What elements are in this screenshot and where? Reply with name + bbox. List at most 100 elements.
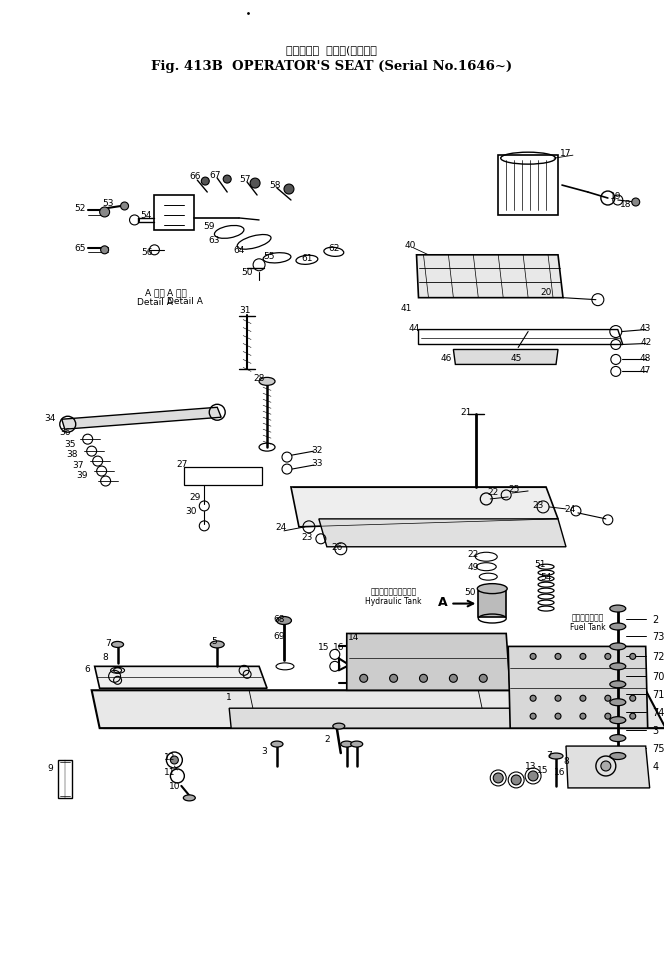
Text: 1: 1 [226, 692, 232, 701]
Ellipse shape [341, 741, 353, 747]
Text: Detail A: Detail A [137, 297, 172, 307]
Text: 39: 39 [76, 470, 87, 479]
Circle shape [101, 246, 109, 255]
Polygon shape [416, 256, 563, 298]
Text: 72: 72 [653, 652, 665, 662]
Text: 67: 67 [210, 171, 221, 179]
Polygon shape [508, 646, 648, 729]
Text: 23: 23 [301, 533, 312, 542]
Text: 58: 58 [269, 180, 281, 189]
Ellipse shape [610, 681, 626, 688]
Text: 61: 61 [301, 254, 312, 263]
Text: 24: 24 [275, 523, 286, 532]
Circle shape [601, 762, 611, 771]
Text: 73: 73 [653, 632, 665, 641]
Text: ハイドロリックタンク: ハイドロリックタンク [370, 586, 417, 596]
Text: 35: 35 [64, 439, 75, 449]
Polygon shape [229, 708, 588, 729]
Text: Hydraulic Tank: Hydraulic Tank [366, 597, 422, 606]
Text: 8: 8 [103, 652, 109, 661]
Text: 26: 26 [331, 543, 342, 551]
Ellipse shape [610, 699, 626, 706]
Text: 50: 50 [241, 268, 253, 277]
Polygon shape [319, 519, 566, 547]
Ellipse shape [351, 741, 363, 747]
Text: 55: 55 [263, 252, 275, 261]
Circle shape [223, 176, 231, 184]
Text: 37: 37 [72, 460, 83, 469]
Text: 4: 4 [653, 762, 659, 771]
Circle shape [605, 654, 611, 660]
Text: フュエルタンク: フュエルタンク [571, 612, 604, 621]
Circle shape [630, 713, 636, 719]
Text: 57: 57 [239, 174, 251, 183]
Ellipse shape [610, 643, 626, 650]
Circle shape [390, 674, 398, 682]
Polygon shape [62, 408, 221, 430]
Circle shape [605, 713, 611, 719]
Text: 71: 71 [653, 690, 665, 700]
Text: 51: 51 [534, 560, 546, 569]
Polygon shape [95, 667, 267, 689]
Text: 68: 68 [273, 614, 285, 623]
Text: 63: 63 [208, 236, 220, 245]
Text: 50: 50 [465, 587, 476, 597]
Text: 41: 41 [401, 304, 412, 313]
Ellipse shape [259, 378, 275, 386]
Ellipse shape [210, 641, 224, 648]
Bar [184, 468, 262, 485]
Text: 24: 24 [564, 505, 575, 514]
Text: 62: 62 [328, 244, 340, 253]
Ellipse shape [276, 617, 292, 625]
Circle shape [580, 713, 586, 719]
Text: 64: 64 [234, 246, 245, 255]
Text: 16: 16 [333, 642, 344, 651]
Circle shape [555, 713, 561, 719]
Circle shape [530, 696, 536, 702]
Text: 40: 40 [405, 241, 416, 250]
Text: 69: 69 [273, 632, 285, 641]
Circle shape [250, 179, 260, 189]
Text: Fig. 413B  OPERATOR'S SEAT (Serial No.1646~): Fig. 413B OPERATOR'S SEAT (Serial No.164… [151, 60, 512, 73]
Ellipse shape [333, 724, 345, 730]
Text: 53: 53 [102, 199, 113, 207]
Text: 56: 56 [142, 248, 153, 257]
Ellipse shape [610, 606, 626, 612]
Text: 65: 65 [74, 244, 85, 253]
Text: 12: 12 [164, 752, 175, 761]
Ellipse shape [112, 641, 124, 647]
Ellipse shape [610, 717, 626, 724]
Text: 30: 30 [186, 507, 197, 516]
Ellipse shape [183, 796, 195, 801]
Circle shape [580, 654, 586, 660]
Text: 38: 38 [66, 450, 77, 458]
Polygon shape [92, 691, 665, 729]
Text: 45: 45 [510, 354, 522, 362]
Text: 29: 29 [190, 493, 201, 502]
Text: A: A [438, 596, 448, 609]
Text: A 拡縮: A 拡縮 [145, 288, 165, 297]
Ellipse shape [610, 663, 626, 671]
Text: 16: 16 [554, 767, 565, 777]
Circle shape [605, 696, 611, 702]
Text: 33: 33 [311, 458, 322, 467]
Text: 17: 17 [560, 148, 571, 158]
Circle shape [284, 185, 294, 195]
Circle shape [555, 654, 561, 660]
Text: 36: 36 [59, 427, 71, 436]
Polygon shape [478, 591, 506, 617]
Circle shape [121, 203, 129, 211]
Text: 3: 3 [261, 746, 267, 755]
Circle shape [630, 654, 636, 660]
Text: 22: 22 [468, 549, 479, 559]
Text: 49: 49 [468, 563, 479, 572]
Text: 9: 9 [47, 764, 53, 772]
Ellipse shape [549, 753, 563, 760]
Text: 75: 75 [653, 743, 665, 753]
Text: 28: 28 [253, 373, 265, 383]
Circle shape [555, 696, 561, 702]
Circle shape [528, 771, 538, 781]
Text: 54: 54 [540, 573, 551, 581]
Text: 25: 25 [508, 484, 520, 494]
Ellipse shape [478, 584, 507, 594]
